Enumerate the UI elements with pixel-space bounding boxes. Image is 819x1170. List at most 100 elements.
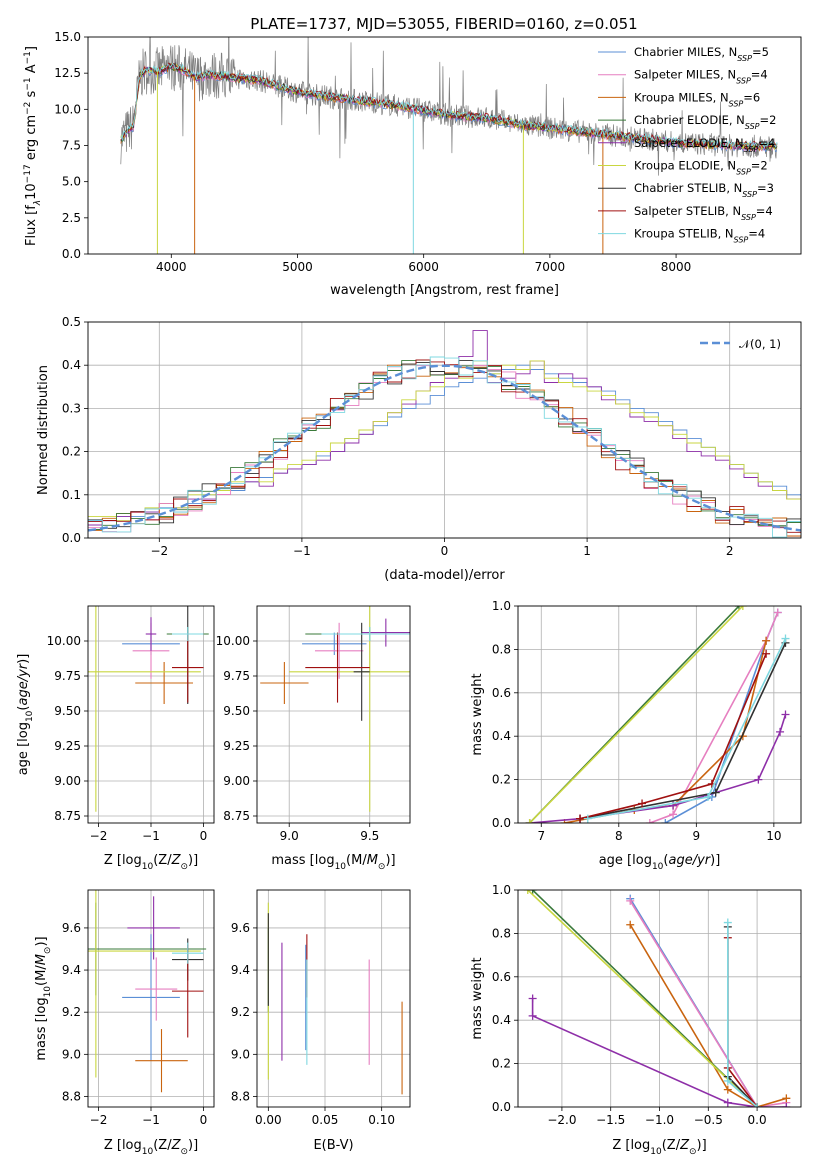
- y-tick-label: 0.2: [492, 1057, 511, 1071]
- x-tick-label: 9.0: [280, 829, 299, 843]
- data-point: [260, 662, 309, 704]
- x-tick-label: 0: [200, 829, 208, 843]
- x-axis-label: (data-model)/error: [384, 568, 505, 583]
- mass-weight-marker: [738, 606, 747, 610]
- age_vs_Z-panel: −2 −1 0 8.75 9.00 9.25 9.50 9.75 10.00 Z [log10(Z…: [16, 605, 215, 872]
- data-point: [353, 622, 370, 721]
- model-spectrum-line: [120, 62, 778, 150]
- spectrum-panel: 4000 5000 6000 7000 8000 0.0 2.5 5.0 7.5 10.0 12.5…: [23, 30, 802, 298]
- mass-weight-marker: [734, 606, 743, 610]
- data-point: [314, 622, 364, 679]
- mass-weight-line: [564, 640, 767, 823]
- normal-curve: [88, 364, 801, 532]
- mass-weight-marker: [661, 819, 670, 823]
- mass-weight-marker: [626, 920, 635, 929]
- axes-frame: [87, 889, 215, 1108]
- x-tick-label: 1: [583, 544, 591, 558]
- mass-weight-line: [727, 922, 758, 1107]
- error-bars: [88, 890, 207, 1093]
- mass-weight-marker: [753, 1103, 762, 1107]
- y-tick-label: 7.5: [62, 139, 81, 153]
- mass-weight-line: [727, 926, 758, 1107]
- mass-weight-lines: [523, 890, 791, 1107]
- data-point: [88, 890, 201, 1078]
- x-tick-label: 0.10: [368, 1113, 395, 1127]
- x-axis-label: age [log10(age/yr)]: [599, 853, 721, 872]
- y-tick-label: 9.50: [54, 704, 81, 718]
- y-tick-label: 10.00: [216, 634, 250, 648]
- x-tick-label: 9.5: [360, 829, 379, 843]
- legend-entry: Kroupa STELIB, NSSP=4: [634, 227, 765, 245]
- y-tick-label: 0.1: [62, 488, 81, 502]
- mass-weight-line: [629, 900, 787, 1107]
- y-tick-label: 9.4: [231, 963, 250, 977]
- mass-weight-line: [649, 612, 779, 823]
- x-axis-label: Z [log10(Z/Z⊙)]: [104, 1138, 198, 1157]
- y-tick-label: 12.5: [54, 66, 81, 80]
- y-tick-label: 0.4: [492, 1013, 511, 1027]
- histograms: [88, 330, 801, 538]
- error-bars: [267, 902, 403, 1095]
- observed-spectrum: [120, 37, 778, 176]
- data-point: [305, 632, 370, 703]
- chart-title: PLATE=1737, MJD=53055, FIBERID=0160, z=0…: [250, 15, 637, 33]
- y-tick-label: 0.8: [492, 926, 511, 940]
- error-bars: [260, 606, 410, 812]
- axes-frame: [256, 605, 411, 824]
- y-tick-label: 0.0: [492, 816, 511, 830]
- x-tick-label: 0.00: [255, 1113, 282, 1127]
- x-tick-label: −1.5: [596, 1113, 625, 1127]
- charts-layer: 4000 5000 6000 7000 80000.02.55.07.510.012.5…: [16, 30, 802, 1157]
- mass-weight-marker: [645, 819, 654, 823]
- x-axis-label: mass [log10(M/M⊙)]: [271, 853, 395, 872]
- mass-weight-marker: [723, 1076, 732, 1085]
- y-tick-label: 0.5: [62, 315, 81, 329]
- x-tick-label: 8: [615, 829, 623, 843]
- y-tick-label: 0.3: [62, 401, 81, 415]
- x-tick-label: −2: [90, 829, 108, 843]
- mass-weight-marker: [576, 814, 585, 823]
- y-tick-label: 1.0: [492, 883, 511, 897]
- mass_weight_vs_age-panel: 7 8 9 10 0.0 0.2 0.4 0.6 0.8 1.0 age [log10(age/yr…: [470, 599, 802, 872]
- y-tick-label: 9.75: [54, 669, 81, 683]
- mass_vs_Z-panel: −2 −1 0 8.8 9.0 9.2 9.4 9.6 Z [log10(Z/Z⊙)] mass …: [34, 889, 215, 1157]
- data-point: [302, 632, 367, 655]
- y-tick-label: 2.5: [62, 211, 81, 225]
- x-tick-label: 4000: [156, 260, 187, 274]
- mass-weight-marker: [723, 1085, 732, 1094]
- x-axis-label: E(B-V): [313, 1138, 353, 1153]
- x-tick-label: 0: [200, 1113, 208, 1127]
- model-spectrum-line: [120, 62, 778, 150]
- y-axis-label: Normed distribution: [36, 365, 51, 495]
- histogram-step: [88, 356, 801, 538]
- y-axis-label: mass [log10(M/M⊙)]: [34, 936, 53, 1060]
- y-tick-label: 10.0: [54, 102, 81, 116]
- mass-weight-marker: [528, 890, 537, 894]
- legend-entry: Salpeter STELIB, NSSP=4: [634, 204, 773, 222]
- data-point: [145, 617, 157, 651]
- y-tick-label: 8.8: [62, 1089, 81, 1103]
- x-tick-label: −2: [150, 544, 168, 558]
- x-tick-label: 9: [693, 829, 701, 843]
- legend-entry: Chabrier STELIB, NSSP=3: [634, 181, 774, 199]
- mass-weight-marker: [781, 710, 790, 719]
- mass-weight-marker: [782, 1103, 791, 1107]
- legend-entry: Chabrier MILES, NSSP=5: [634, 45, 769, 63]
- y-tick-label: 10.00: [47, 634, 81, 648]
- y-tick-label: 15.0: [54, 30, 81, 44]
- y-tick-label: 9.75: [223, 669, 250, 683]
- mass-weight-marker: [525, 819, 534, 823]
- y-tick-label: 0.2: [62, 445, 81, 459]
- data-point: [172, 632, 204, 703]
- x-tick-label: 0.05: [312, 1113, 339, 1127]
- mass-weight-lines: [525, 606, 790, 823]
- y-axis-label: Flux [fλ10−17 erg cm−2 s−1 A−1]: [23, 46, 43, 246]
- y-tick-label: 9.0: [62, 1047, 81, 1061]
- x-tick-label: −2.0: [547, 1113, 576, 1127]
- data-point: [127, 896, 180, 960]
- data-point: [321, 627, 410, 641]
- y-tick-label: 9.6: [62, 921, 81, 935]
- axes-frame: [256, 889, 411, 1108]
- y-tick-label: 8.75: [54, 809, 81, 823]
- y-axis-label: mass weight: [470, 957, 485, 1039]
